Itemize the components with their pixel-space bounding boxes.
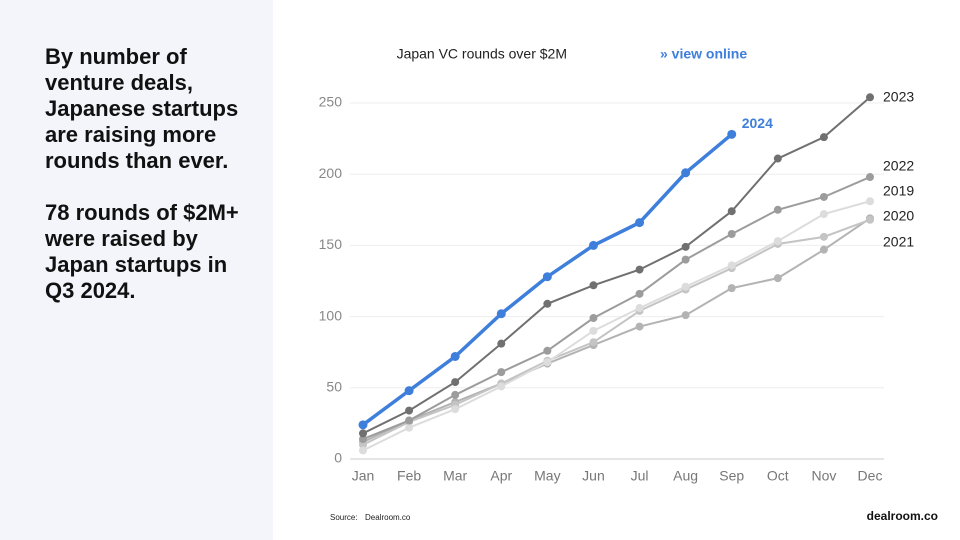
series-label: 2023 [883, 89, 914, 105]
x-tick-label: Jun [582, 468, 605, 484]
point [635, 304, 644, 313]
series-label: 2024 [742, 115, 773, 131]
point [727, 207, 736, 216]
point [681, 311, 690, 320]
point [681, 168, 691, 178]
point [727, 129, 737, 139]
point [635, 265, 644, 274]
point [451, 378, 460, 387]
brand: dealroom.co [867, 509, 938, 523]
point [405, 416, 414, 425]
y-tick-label: 150 [319, 236, 343, 252]
point [497, 368, 506, 377]
source: Dealroom.co [365, 513, 411, 522]
series-line [362, 217, 871, 443]
x-tick-label: Apr [490, 468, 512, 484]
point [497, 382, 506, 391]
view-online-link[interactable]: » view online [660, 46, 747, 62]
point [866, 197, 874, 206]
point [635, 218, 645, 228]
point [451, 405, 460, 414]
point [866, 93, 874, 102]
y-tick-label: 250 [319, 94, 343, 110]
series-label: 2020 [883, 208, 914, 224]
left-panel: By number of venture deals, Japanese sta… [0, 0, 273, 540]
x-tick-label: Jan [352, 468, 375, 484]
point [497, 339, 506, 348]
point [727, 261, 736, 270]
point [450, 351, 460, 361]
point [496, 309, 506, 319]
point [405, 423, 414, 432]
point [588, 240, 598, 250]
y-tick-label: 200 [319, 165, 343, 181]
x-tick-label: Aug [673, 468, 698, 484]
point [451, 390, 460, 399]
series-label: 2021 [883, 234, 914, 250]
point [359, 446, 367, 455]
source-label: Source: [330, 513, 358, 522]
x-tick-label: Jul [631, 468, 649, 484]
headline: By number of venture deals, Japanese sta… [45, 44, 239, 173]
point [681, 255, 690, 264]
point [589, 281, 598, 290]
point [866, 173, 874, 182]
series-label: 2019 [883, 183, 914, 199]
x-tick-label: Feb [397, 468, 421, 484]
point [773, 237, 782, 246]
point [866, 215, 874, 224]
point [589, 326, 598, 335]
point [358, 420, 368, 430]
chart-title: Japan VC rounds over $2M [397, 46, 567, 62]
point [543, 358, 552, 367]
point [543, 346, 552, 355]
point [727, 284, 736, 293]
point [773, 205, 782, 214]
series-line [362, 200, 871, 452]
point [543, 299, 552, 308]
y-tick-label: 0 [334, 450, 342, 466]
point [405, 406, 414, 415]
y-tick-label: 100 [319, 307, 343, 323]
x-tick-label: May [534, 468, 560, 484]
point [542, 272, 552, 282]
point [773, 274, 782, 283]
x-tick-label: Mar [443, 468, 467, 484]
series-line [362, 218, 871, 446]
series-line [362, 96, 871, 435]
series-label: 2022 [883, 158, 914, 174]
x-tick-label: Oct [767, 468, 789, 484]
point [819, 232, 828, 241]
point [819, 192, 828, 201]
point [359, 429, 367, 438]
y-tick-label: 50 [326, 379, 342, 395]
point [681, 282, 690, 291]
point [589, 338, 598, 347]
point [819, 245, 828, 254]
x-tick-label: Dec [858, 468, 883, 484]
point [359, 435, 367, 444]
point [589, 314, 598, 323]
point [635, 322, 644, 331]
point [773, 154, 782, 163]
x-tick-label: Nov [811, 468, 836, 484]
point [819, 210, 828, 219]
x-tick-label: Sep [719, 468, 744, 484]
point [727, 230, 736, 239]
point [359, 440, 367, 449]
point [635, 289, 644, 298]
point [681, 242, 690, 251]
point [404, 386, 414, 396]
point [819, 133, 828, 142]
series-line [362, 176, 871, 440]
summary: 78 rounds of $2M+ were raised by Japan s… [45, 200, 239, 303]
